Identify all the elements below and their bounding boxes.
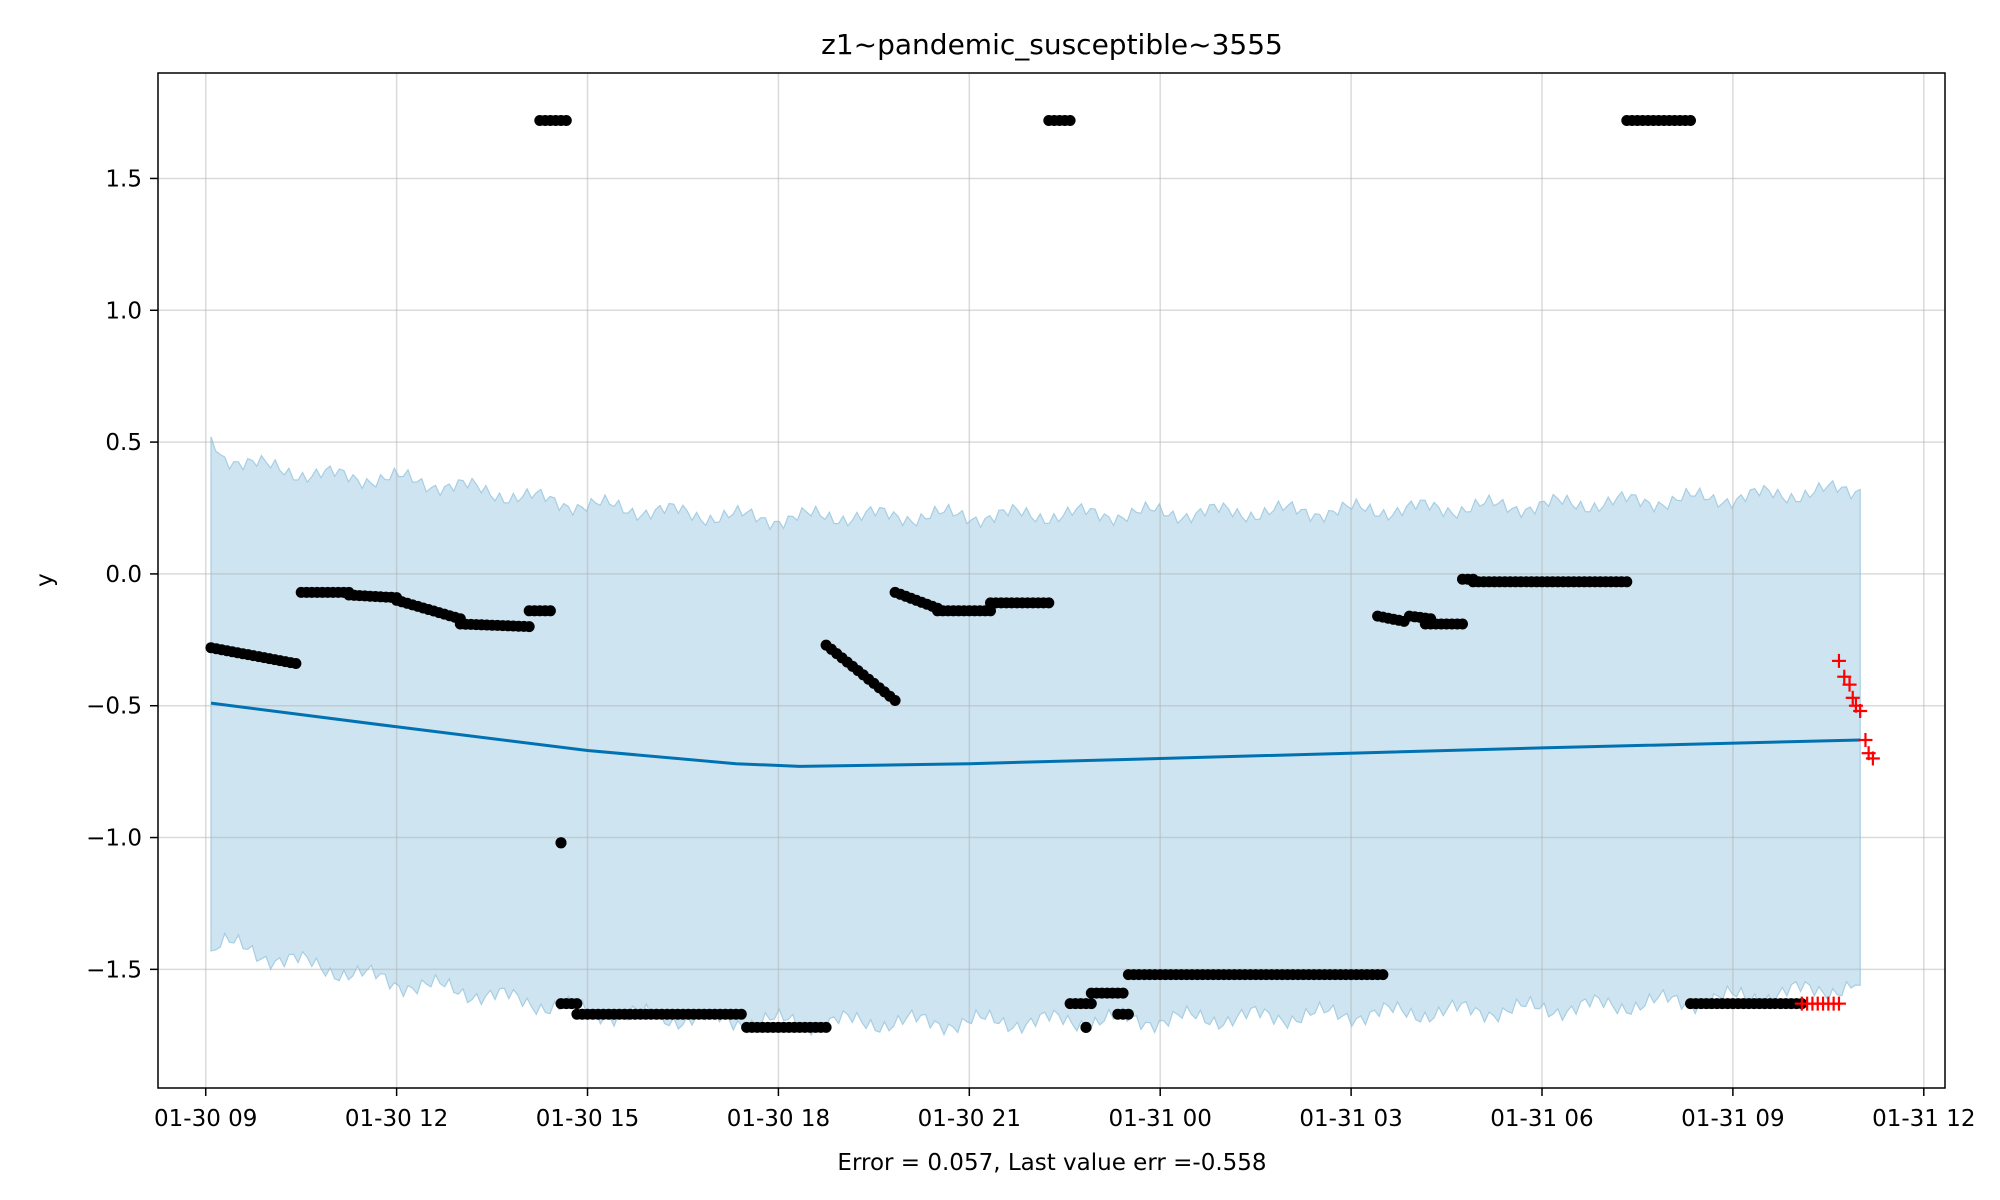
y-axis-label: y xyxy=(32,573,58,587)
observed-point xyxy=(1043,597,1055,609)
observed-point xyxy=(735,1008,747,1020)
y-tick-label: −1.5 xyxy=(86,957,142,983)
observed-point xyxy=(560,115,572,126)
x-tick-label: 01-31 06 xyxy=(1490,1106,1593,1132)
x-axis-ticks: 01-30 09 01-30 12 01-30 15 01-30 18 01-30 21… xyxy=(154,1088,1976,1132)
x-tick-label: 01-31 09 xyxy=(1681,1106,1784,1132)
x-tick-label: 01-31 12 xyxy=(1872,1106,1975,1132)
test-point xyxy=(1853,704,1868,718)
test-points xyxy=(1794,653,1880,1011)
y-axis-ticks: 1.5 1.0 0.5 0.0 −0.5 −1.0 −1.5 xyxy=(86,166,158,983)
observed-point xyxy=(1085,998,1097,1010)
test-point xyxy=(1842,677,1857,692)
test-point xyxy=(1831,653,1846,668)
observed-point xyxy=(1080,1021,1092,1033)
y-tick-label: 0.0 xyxy=(105,562,142,588)
observed-point xyxy=(1117,987,1129,999)
observed-point xyxy=(1457,618,1468,630)
gridlines xyxy=(158,73,1945,1088)
observed-point xyxy=(290,658,302,669)
observed-points xyxy=(205,115,1808,1033)
x-tick-label: 01-30 12 xyxy=(345,1106,448,1132)
observed-point xyxy=(523,621,535,633)
observed-point xyxy=(985,605,996,617)
chart-title: z1~pandemic_susceptible~3555 xyxy=(821,28,1283,61)
test-point xyxy=(1831,996,1846,1011)
x-axis-label: Error = 0.057, Last value err =-0.558 xyxy=(837,1150,1266,1176)
y-tick-label: −1.0 xyxy=(86,826,142,852)
test-point xyxy=(1858,733,1873,747)
y-tick-label: −0.5 xyxy=(86,694,142,720)
observed-point xyxy=(889,695,901,706)
test-point xyxy=(1865,751,1880,766)
x-tick-label: 01-31 03 xyxy=(1299,1106,1402,1132)
observed-point xyxy=(1621,576,1633,588)
x-tick-label: 01-30 18 xyxy=(727,1106,830,1132)
test-point xyxy=(1845,690,1860,705)
x-tick-label: 01-30 15 xyxy=(536,1106,639,1132)
observed-point xyxy=(1377,969,1389,981)
observed-point xyxy=(571,998,583,1010)
observed-point xyxy=(555,837,567,849)
observed-point xyxy=(1122,1008,1134,1020)
y-tick-label: 1.5 xyxy=(105,166,142,192)
test-point xyxy=(1837,669,1852,684)
forecast-line xyxy=(210,701,1861,768)
observed-point xyxy=(544,605,556,617)
forecast-line-path xyxy=(210,701,1861,768)
plot-frame xyxy=(157,72,1946,1089)
observed-point xyxy=(1685,115,1696,126)
y-tick-label: 1.0 xyxy=(105,298,142,324)
x-tick-label: 01-30 09 xyxy=(154,1106,257,1132)
observed-point xyxy=(820,1021,832,1033)
x-tick-label: 01-31 00 xyxy=(1108,1106,1211,1132)
x-tick-label: 01-30 21 xyxy=(918,1106,1021,1132)
observed-point xyxy=(1064,115,1076,126)
y-tick-label: 0.5 xyxy=(105,430,142,456)
